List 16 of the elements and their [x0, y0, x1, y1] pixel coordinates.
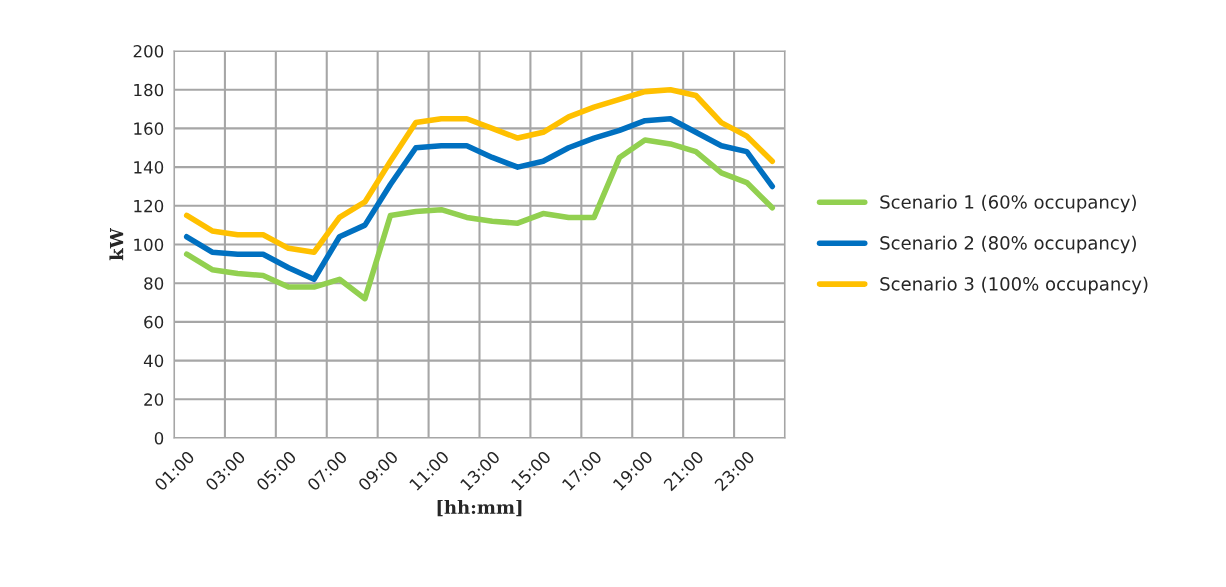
y-tick-label: 200: [133, 44, 164, 58]
y-tick-label: 100: [134, 238, 164, 252]
y-tick-label: 40: [143, 354, 164, 368]
y-tick-label: 120: [134, 199, 164, 213]
y-tick-label: 80: [144, 277, 164, 290]
y-tick-label: 140: [134, 161, 164, 174]
y-tick-label: 20: [144, 393, 164, 406]
x-axis-title: [hh:mm]: [437, 500, 522, 517]
legend-label: Scenario 1 (60% occupancy): [880, 194, 1136, 213]
y-tick-label: 0: [154, 431, 164, 445]
legend-label: Scenario 3 (100% occupancy): [880, 276, 1148, 295]
legend-label: Scenario 2 (80% occupancy): [880, 235, 1136, 254]
y-tick-label: 160: [134, 122, 164, 135]
y-tick-label: 180: [134, 83, 164, 97]
y-axis-title: kW: [109, 227, 124, 261]
y-tick-label: 60: [144, 315, 164, 329]
